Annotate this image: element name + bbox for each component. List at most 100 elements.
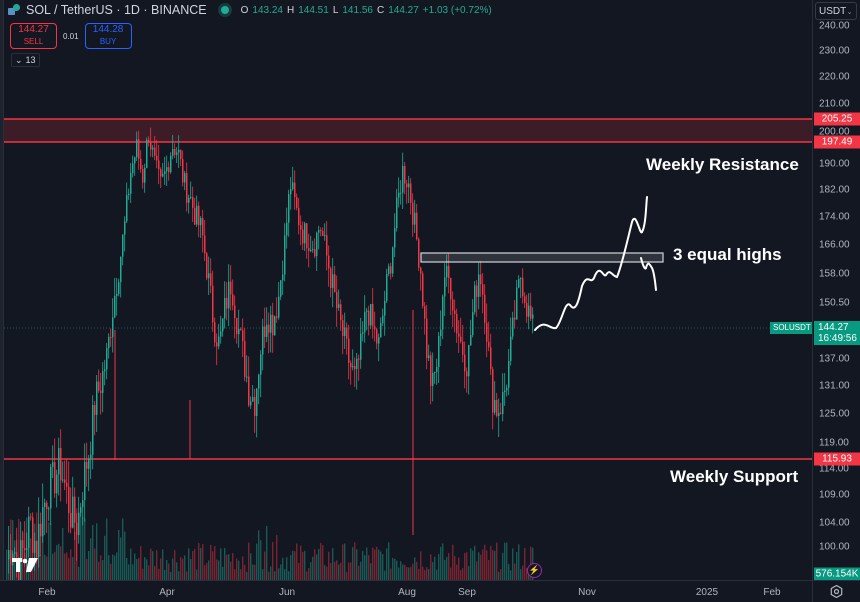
volume-bar [40, 555, 42, 580]
sell-button[interactable]: 144.27 SELL [10, 23, 57, 49]
volume-bar [412, 563, 414, 580]
volume-bar [250, 553, 252, 580]
volume-bar [226, 554, 228, 580]
time-axis[interactable]: Feb Apr Jun Aug Sep Nov 2025 Feb [0, 580, 812, 602]
candle-body [358, 358, 360, 360]
volume-bar [184, 555, 186, 580]
volume-bar [42, 531, 44, 580]
volume-bar [144, 557, 146, 580]
candle-body [54, 462, 56, 494]
currency-select[interactable]: USDT ⌄ [815, 2, 857, 20]
candle-body [480, 274, 482, 285]
volume-bar [200, 548, 202, 580]
candle-body [134, 157, 136, 164]
candle-body [24, 547, 26, 551]
price-chart[interactable] [0, 0, 812, 580]
candle-body [226, 297, 228, 309]
indicators-toggle-button[interactable]: ⌄ 13 [11, 53, 40, 67]
candle-body [118, 282, 120, 294]
candle-body [198, 205, 200, 226]
buy-button[interactable]: 144.28 BUY [84, 23, 132, 49]
candle-body [456, 313, 458, 334]
volume-bar [508, 564, 510, 580]
lightning-icon[interactable]: ⚡ [527, 563, 542, 578]
candle-body [266, 324, 268, 337]
volume-bar [378, 549, 380, 580]
candle-body [204, 235, 206, 254]
bearish-projection-path [640, 257, 657, 291]
volume-bar [428, 569, 430, 580]
candle-body [278, 296, 280, 318]
volume-bar [496, 542, 498, 580]
candle-body [84, 461, 86, 501]
candle-body [328, 255, 330, 269]
candle-body [52, 462, 54, 467]
candle-body [48, 508, 50, 510]
candle-body [388, 266, 390, 274]
volume-bar [116, 552, 118, 580]
volume-bar [252, 564, 254, 580]
indicators-count: 13 [25, 55, 36, 65]
candle-body [108, 336, 110, 349]
volume-bar [406, 567, 408, 580]
volume-bar [68, 558, 70, 580]
volume-bar [142, 568, 144, 580]
chart-settings-button[interactable] [812, 580, 860, 602]
candle-body [340, 304, 342, 321]
candle-body [28, 516, 30, 549]
candle-body [506, 387, 508, 391]
annotation-weekly-support[interactable]: Weekly Support [670, 467, 799, 486]
candle-body [294, 182, 296, 198]
volume-bar [204, 565, 206, 580]
volume-bar [524, 548, 526, 580]
volume-bar [148, 565, 150, 580]
volume-bar [526, 567, 528, 580]
candle-body [256, 388, 258, 416]
candle-body [244, 341, 246, 377]
price-tick: 131.00 [819, 380, 850, 392]
candle-body [96, 381, 98, 415]
volume-bar [348, 562, 350, 580]
tradingview-logo-icon[interactable] [12, 558, 38, 572]
volume-bar [66, 552, 68, 580]
price-tick: 100.00 [819, 541, 850, 553]
candle-body [380, 323, 382, 338]
chart-pane[interactable] [0, 0, 812, 580]
candle-body [78, 512, 80, 535]
volume-bar [164, 569, 166, 580]
volume-bar [430, 554, 432, 580]
candle-body [62, 479, 64, 481]
candle-body [472, 312, 474, 336]
volume-bar [216, 559, 218, 580]
volume-bar [302, 552, 304, 580]
candle-body [274, 316, 276, 336]
volume-bar [178, 571, 180, 580]
candle-body [512, 317, 514, 337]
candle-body [448, 265, 450, 278]
annotation-equal-highs[interactable]: 3 equal highs [673, 245, 782, 264]
volume-bar [290, 555, 292, 580]
candle-body [160, 169, 162, 177]
volume-bar [358, 565, 360, 580]
price-axis[interactable]: 100.00 104.00 109.00 114.00 119.00 125.00 131.… [812, 0, 860, 581]
volume-bar [494, 550, 496, 580]
candle-body [38, 523, 40, 557]
candle-body [158, 160, 160, 170]
volume-bar [502, 552, 504, 580]
volume-bar [454, 556, 456, 580]
candle-body [46, 502, 48, 510]
volume-bar [458, 557, 460, 580]
volume-bar [382, 554, 384, 580]
candle-body [142, 169, 144, 183]
annotation-weekly-resistance[interactable]: Weekly Resistance [646, 155, 799, 174]
volume-bar [96, 523, 98, 580]
volume-bar [336, 560, 338, 580]
symbol-title[interactable]: SOL / TetherUS · 1D · BINANCE [26, 3, 207, 17]
candle-body [312, 249, 314, 251]
candle-body [10, 549, 12, 566]
candle-body [436, 367, 438, 372]
resistance-high-price-label: 205.25 [814, 112, 860, 126]
volume-bar [126, 558, 128, 580]
candle-body [350, 362, 352, 368]
candle-body [64, 479, 66, 483]
